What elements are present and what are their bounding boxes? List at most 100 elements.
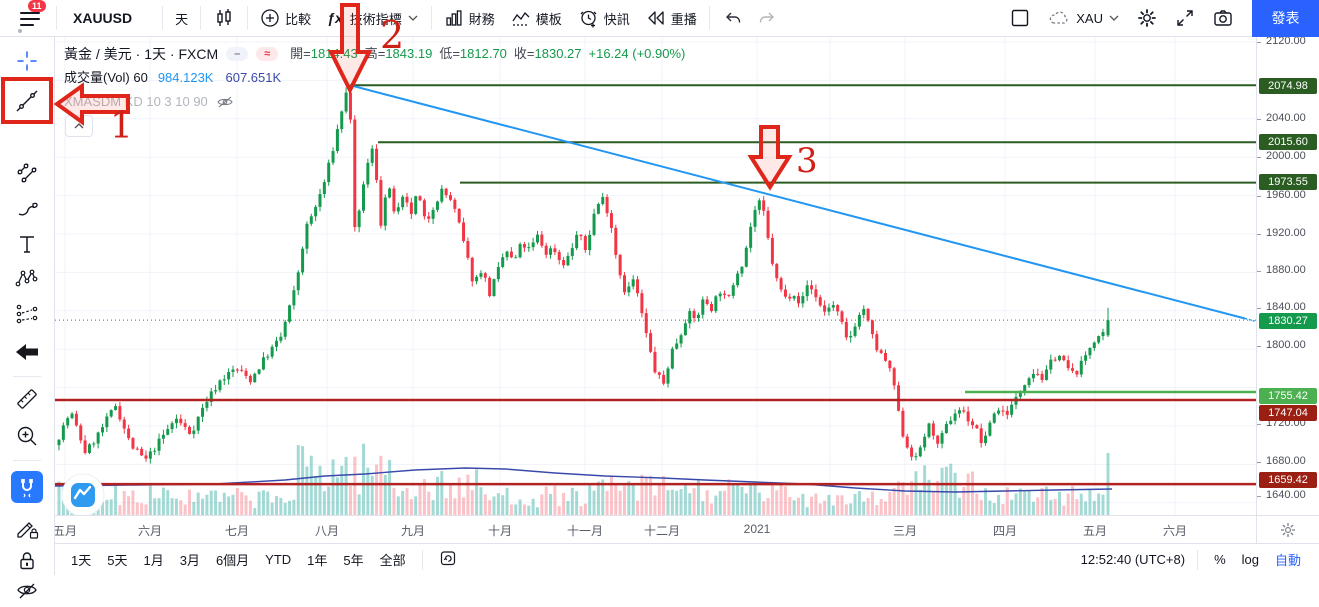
- time-axis-label: 八月: [314, 524, 340, 538]
- symbol-button[interactable]: XAUUSD: [61, 6, 158, 30]
- stoch-study-title[interactable]: XMASDM KD 10 3 10 90: [64, 94, 208, 109]
- redo-button[interactable]: [750, 4, 786, 32]
- replay-label: 重播: [670, 11, 697, 27]
- chart-pane[interactable]: 黃金 / 美元 · 1天 · FXCM – ≈ 開=1814.43 高=1843…: [55, 37, 1256, 515]
- change-value: +16.24 (+0.90%): [588, 46, 686, 61]
- price-axis-label: 1960.00: [1266, 189, 1306, 201]
- ohlc-values: 開=1814.43 高=1843.19 低=1812.70 收=1830.27 …: [290, 44, 685, 64]
- go-to-date-button[interactable]: [431, 546, 465, 573]
- undo-icon: [725, 12, 741, 23]
- price-label-chip: 1755.42: [1259, 388, 1317, 404]
- divider: [1197, 549, 1199, 570]
- time-axis[interactable]: 五月 六月 七月 八月 九月 十月 十一月 十二月 2021 三月 四月 五月 六月: [53, 515, 1256, 543]
- time-axis-label: 六月: [1162, 524, 1188, 538]
- divider: [13, 376, 41, 377]
- time-axis-label: 六月: [137, 524, 163, 538]
- fibonacci-icon: [17, 163, 37, 183]
- cloud-save-button[interactable]: XAU: [1039, 4, 1128, 32]
- range-button-6個月[interactable]: 6個月: [208, 547, 257, 572]
- session-clock[interactable]: 12:52:40 (UTC+8): [1080, 552, 1186, 567]
- brush-tool-button[interactable]: [11, 193, 43, 225]
- lock-drawings-button[interactable]: [11, 545, 43, 577]
- time-axis-label: 十月: [487, 524, 513, 538]
- interval-button[interactable]: 天: [167, 5, 196, 32]
- replay-button[interactable]: 重播: [638, 4, 705, 32]
- alerts-label: 快訊: [603, 11, 630, 27]
- high-value: 1843.19: [385, 46, 433, 61]
- price-label-chip: 2015.60: [1259, 134, 1317, 150]
- divider: [56, 6, 57, 30]
- range-button-1天[interactable]: 1天: [63, 547, 99, 572]
- magnet-mode-button[interactable]: [11, 471, 43, 503]
- templates-button[interactable]: 模板: [503, 4, 570, 32]
- time-axis-label: 四月: [992, 524, 1018, 538]
- auto-scale-button[interactable]: 自動: [1267, 547, 1309, 572]
- range-button-5天[interactable]: 5天: [99, 547, 135, 572]
- market-status-pill[interactable]: –: [226, 47, 249, 61]
- price-axis-label: 1800.00: [1266, 339, 1306, 351]
- cloud-icon: [1050, 11, 1068, 24]
- divider: [13, 460, 41, 461]
- range-button-3月[interactable]: 3月: [172, 547, 208, 572]
- zoom-in-tool-button[interactable]: [11, 420, 43, 452]
- rewind-icon: [648, 11, 664, 25]
- alerts-button[interactable]: 快訊: [570, 4, 638, 33]
- range-button-1年[interactable]: 1年: [299, 547, 335, 572]
- text-tool-button[interactable]: [11, 228, 43, 260]
- measure-tool-button[interactable]: [11, 383, 43, 415]
- volume-ma-value: 607.651K: [225, 70, 282, 85]
- price-axis-label: 1880.00: [1266, 264, 1306, 276]
- range-button-5年[interactable]: 5年: [335, 547, 371, 572]
- price-label-chip: 2074.98: [1259, 78, 1317, 94]
- fx-icon: ƒx: [327, 10, 343, 26]
- divider: [200, 6, 202, 30]
- publish-button[interactable]: 發表: [1252, 0, 1319, 37]
- gann-fib-tool-button[interactable]: [11, 157, 43, 189]
- volume-study-title[interactable]: 成交量(Vol) 60: [64, 70, 148, 85]
- percent-scale-button[interactable]: %: [1206, 549, 1234, 570]
- zoom-in-icon: [17, 426, 37, 446]
- eye-off-icon: [17, 583, 37, 599]
- price-axis-label: 1680.00: [1266, 455, 1306, 467]
- divider: [162, 6, 164, 30]
- forecast-tool-button[interactable]: [11, 298, 43, 330]
- eye-off-icon[interactable]: [216, 95, 234, 109]
- xabcd-pattern-icon: [15, 269, 38, 287]
- log-scale-button[interactable]: log: [1234, 549, 1267, 570]
- drawing-toolbar: [0, 37, 55, 599]
- main-menu-button[interactable]: 11: [6, 0, 52, 35]
- undo-button[interactable]: [714, 4, 750, 32]
- candlestick-icon: [217, 9, 231, 26]
- range-button-YTD[interactable]: YTD: [257, 549, 299, 570]
- hide-drawings-button[interactable]: [11, 575, 43, 607]
- range-button-全部[interactable]: 全部: [372, 547, 414, 572]
- financials-button[interactable]: 財務: [436, 4, 503, 32]
- chart-type-button[interactable]: [205, 3, 243, 33]
- screenshot-button[interactable]: [1204, 3, 1242, 33]
- divider: [421, 549, 423, 570]
- fullscreen-button[interactable]: [1166, 3, 1204, 33]
- notification-badge: 11: [28, 0, 46, 12]
- range-button-1月[interactable]: 1月: [135, 547, 171, 572]
- plus-circle-icon: [261, 9, 279, 27]
- axis-settings-corner[interactable]: [1256, 515, 1319, 543]
- collapse-pane-button[interactable]: [65, 115, 93, 137]
- data-delay-pill[interactable]: ≈: [256, 47, 279, 61]
- layout-button[interactable]: [1001, 3, 1039, 33]
- price-chart[interactable]: [55, 37, 1256, 515]
- price-axis-label: 1640.00: [1266, 489, 1306, 501]
- cursor-tool-button[interactable]: [11, 45, 43, 77]
- lock-icon: [20, 552, 34, 570]
- settings-button[interactable]: [1128, 3, 1166, 33]
- indicators-button[interactable]: ƒx 技術指標: [319, 5, 427, 32]
- price-axis[interactable]: 2120.00 2040.00 2000.00 1960.00 1920.00 1880.…: [1256, 35, 1319, 543]
- drawing-mode-button[interactable]: [11, 513, 43, 545]
- trend-line-tool-button[interactable]: [11, 85, 43, 117]
- compare-button[interactable]: 比較: [252, 4, 319, 32]
- go-to-date-icon: [440, 551, 455, 566]
- sticker-arrow-tool-button[interactable]: [11, 336, 43, 368]
- divider: [708, 6, 710, 30]
- price-axis-label: 1840.00: [1266, 301, 1306, 313]
- pattern-tool-button[interactable]: [11, 263, 43, 295]
- symbol-title[interactable]: 黃金 / 美元: [64, 46, 132, 62]
